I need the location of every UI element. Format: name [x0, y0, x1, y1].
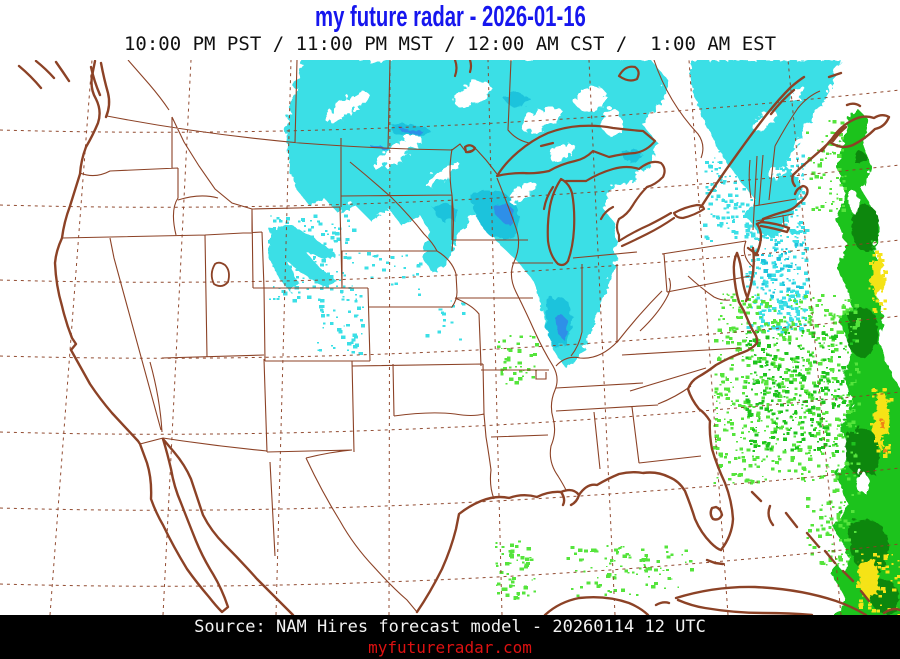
rain-areas	[829, 107, 900, 615]
snow-areas	[265, 60, 837, 364]
lake-ontario	[672, 203, 706, 220]
coastlines	[17, 60, 900, 615]
snow-area-quebec-new-england	[688, 60, 837, 236]
florida-atlantic-coast	[686, 300, 759, 552]
heavy-snow-illinois	[552, 313, 566, 337]
great-lakes	[453, 60, 706, 267]
precipitation-layer	[265, 60, 900, 615]
lake-nipigon	[617, 65, 640, 82]
bahamas	[750, 490, 900, 615]
cuba	[654, 585, 868, 615]
radar-map	[0, 60, 900, 615]
lake-michigan	[542, 177, 588, 267]
valid-times-subtitle: 10:00 PM PST / 11:00 PM MST / 12:00 AM C…	[123, 33, 777, 55]
header: my future radar - 2026-01-16 10:00 PM PS…	[0, 0, 900, 60]
website-link[interactable]: myfutureradar.com	[368, 638, 532, 657]
nova-scotia	[828, 102, 891, 149]
lake-winnipeg-tip	[453, 60, 473, 78]
rain-band-atlantic-edge	[829, 107, 900, 615]
lake-of-the-woods	[463, 144, 477, 154]
heavy-snow-duluth	[492, 201, 512, 222]
snow-area-northern-plains-midwest	[283, 60, 666, 364]
radar-map-container	[0, 60, 900, 615]
lake-superior	[495, 124, 657, 178]
chesapeake-delaware-bays	[732, 222, 763, 304]
lake-erie	[617, 211, 676, 248]
footer-bar: Source: NAM Hires forecast model - 20260…	[0, 615, 900, 659]
great-salt-lake	[210, 261, 230, 287]
pacific-mexico-coast	[53, 60, 295, 615]
puget-sound	[89, 61, 111, 119]
page-title: my future radar - 2026-01-16	[314, 1, 586, 33]
northeast-coast	[755, 125, 848, 234]
st-lawrence-river	[699, 71, 843, 209]
british-columbia-coast	[17, 60, 71, 90]
gulf-coast	[415, 471, 725, 614]
lake-huron	[584, 160, 666, 243]
lake-okeechobee	[709, 505, 724, 521]
source-text: Source: NAM Hires forecast model - 20260…	[194, 617, 706, 637]
snow-area-colorado	[265, 223, 334, 290]
yucatan	[543, 595, 650, 615]
